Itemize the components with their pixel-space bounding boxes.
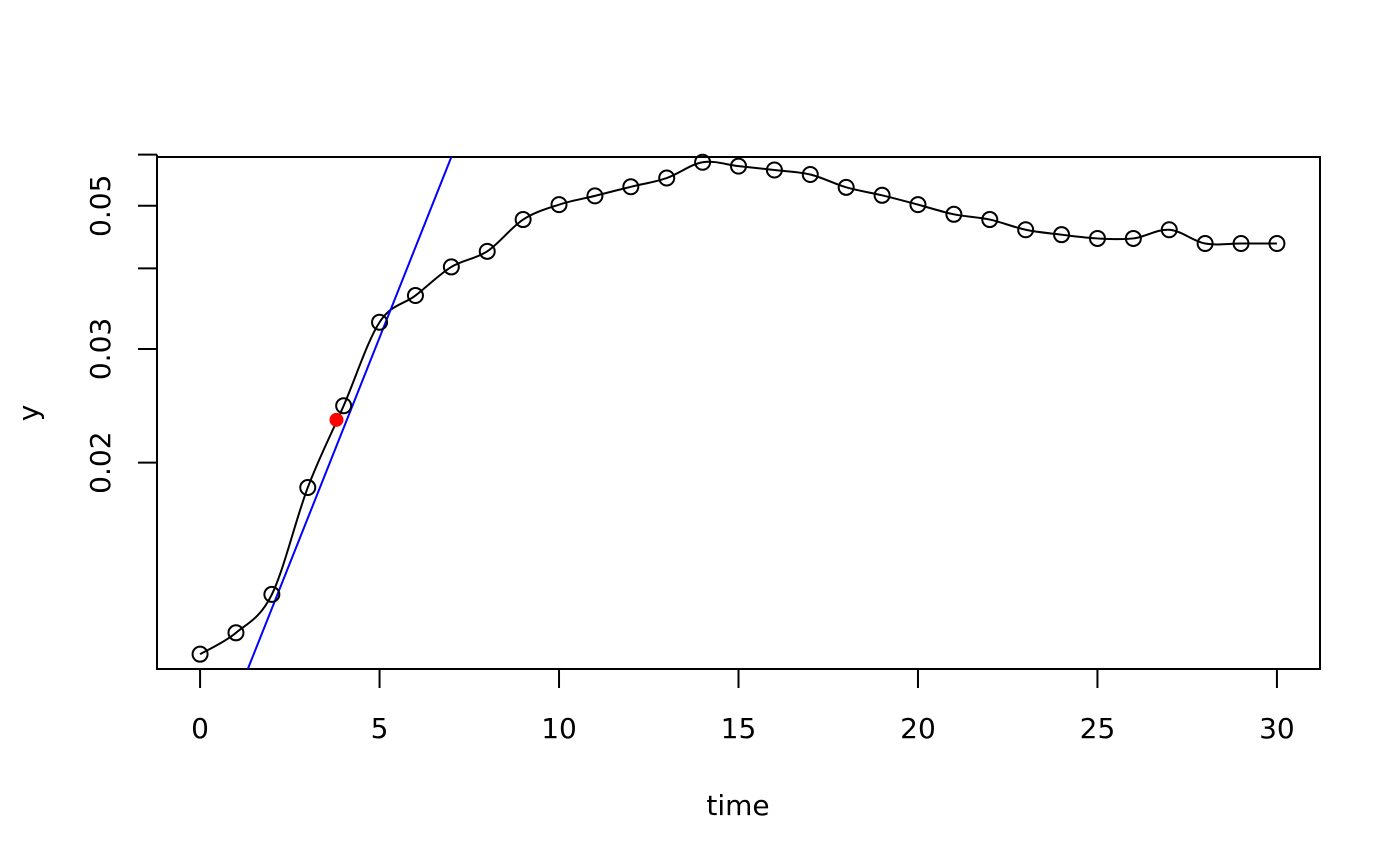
plot-frame (156, 156, 1321, 670)
data-point (442, 258, 460, 276)
data-point (765, 161, 783, 179)
y-tick-label: 0.03 (84, 318, 117, 380)
data-point (227, 624, 245, 642)
y-tick-label: 0.02 (84, 431, 117, 493)
data-point (514, 211, 532, 229)
data-point (658, 169, 676, 187)
x-tick-label: 20 (900, 712, 936, 745)
data-point (1268, 235, 1286, 253)
data-point (909, 196, 927, 214)
data-point (1017, 221, 1035, 239)
x-axis: 0 5 10 15 20 25 30 (191, 668, 1295, 745)
y-tick-label: 0.05 (84, 175, 117, 237)
data-point (1232, 235, 1250, 253)
x-tick-label: 30 (1259, 712, 1295, 745)
tangent-line (246, 157, 453, 669)
x-tick-label: 15 (721, 712, 757, 745)
data-point (694, 153, 712, 171)
x-tick-label: 5 (371, 712, 389, 745)
data-point (263, 585, 281, 603)
x-tick-label: 10 (541, 712, 577, 745)
data-point (586, 187, 604, 205)
x-axis-label: time (706, 789, 769, 822)
data-point (981, 211, 999, 229)
smooth-curve (199, 160, 1277, 656)
highlight-point (329, 412, 344, 427)
data-point (406, 287, 424, 305)
data-point (1196, 235, 1214, 253)
x-tick-label: 0 (191, 712, 209, 745)
plot-area (191, 153, 1286, 669)
data-point (335, 397, 353, 415)
y-axis-label: y (12, 405, 45, 422)
data-point (1160, 221, 1178, 239)
data-point (622, 178, 640, 196)
data-point (945, 205, 963, 223)
data-point (873, 186, 891, 204)
data-point (1088, 229, 1106, 247)
data-point (730, 157, 747, 175)
data-point (299, 479, 317, 497)
y-axis: 0.02 0.03 0.05 (84, 153, 158, 494)
data-point (1124, 229, 1142, 247)
data-point (478, 242, 496, 260)
data-point (1053, 226, 1071, 244)
data-point (550, 196, 568, 214)
data-point (801, 165, 819, 183)
data-point (837, 178, 855, 196)
data-point (371, 313, 389, 331)
data-point (191, 645, 209, 663)
x-tick-label: 25 (1080, 712, 1116, 745)
